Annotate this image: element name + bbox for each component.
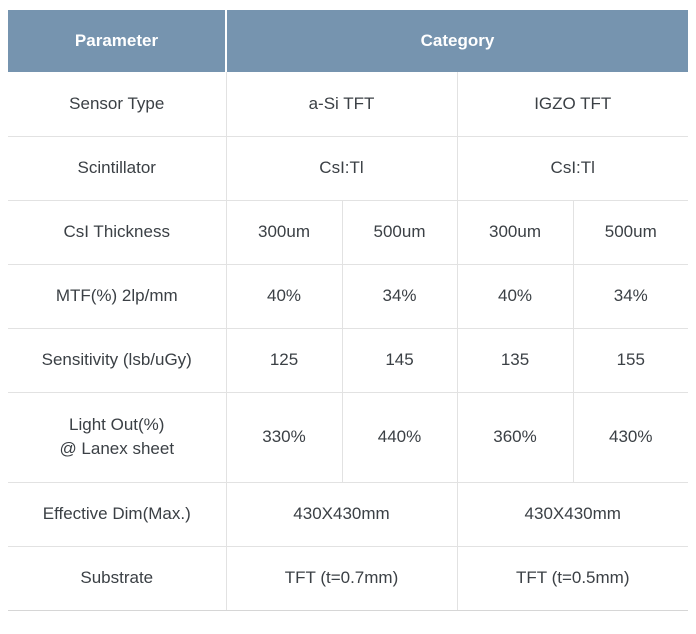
row-label: Light Out(%) @ Lanex sheet (8, 391, 226, 482)
table-cell: TFT (t=0.7mm) (225, 545, 457, 611)
table-cell: TFT (t=0.5mm) (456, 545, 688, 611)
table-cell: 500um (572, 199, 688, 264)
row-label: Substrate (8, 545, 226, 611)
header-cell-parameter: Parameter (8, 10, 226, 72)
table-cell: 40% (456, 263, 573, 328)
table-row-sensitivity: Sensitivity (lsb/uGy) 125 145 135 155 (8, 327, 688, 392)
row-label: CsI Thickness (8, 199, 226, 264)
table-cell: a-Si TFT (225, 72, 457, 136)
table-cell: 145 (341, 327, 457, 392)
table-cell: 155 (572, 327, 688, 392)
table-row-sensor-type: Sensor Type a-Si TFT IGZO TFT (8, 72, 688, 136)
table-cell: 34% (341, 263, 457, 328)
table-row-substrate: Substrate TFT (t=0.7mm) TFT (t=0.5mm) (8, 545, 688, 611)
table-cell: 430% (572, 391, 688, 482)
table-cell: 430X430mm (456, 481, 688, 546)
table-row-effective-dim: Effective Dim(Max.) 430X430mm 430X430mm (8, 481, 688, 546)
row-label: Effective Dim(Max.) (8, 481, 226, 546)
table-row-scintillator: Scintillator CsI:Tl CsI:Tl (8, 135, 688, 200)
row-label: MTF(%) 2lp/mm (8, 263, 226, 328)
header-row: Parameter Category (8, 10, 688, 72)
spec-comparison-table: Parameter Category Sensor Type a-Si TFT … (8, 10, 688, 611)
table-cell: CsI:Tl (456, 135, 688, 200)
table-cell: 300um (456, 199, 573, 264)
row-label: Scintillator (8, 135, 226, 200)
table-cell: 430X430mm (225, 481, 457, 546)
table-cell: 135 (456, 327, 573, 392)
table-cell: 34% (572, 263, 688, 328)
row-label: Sensitivity (lsb/uGy) (8, 327, 226, 392)
table-cell: 360% (456, 391, 573, 482)
table-row-light-out: Light Out(%) @ Lanex sheet 330% 440% 360… (8, 391, 688, 482)
table-row-csi-thickness: CsI Thickness 300um 500um 300um 500um (8, 199, 688, 264)
row-label: Sensor Type (8, 72, 226, 136)
header-cell-category: Category (225, 10, 688, 72)
table-cell: IGZO TFT (456, 72, 688, 136)
table-cell: CsI:Tl (225, 135, 457, 200)
table-cell: 40% (225, 263, 342, 328)
table-cell: 500um (341, 199, 457, 264)
table-cell: 300um (225, 199, 342, 264)
table-cell: 440% (341, 391, 457, 482)
table-cell: 330% (225, 391, 342, 482)
table-row-mtf: MTF(%) 2lp/mm 40% 34% 40% 34% (8, 263, 688, 328)
table-cell: 125 (225, 327, 342, 392)
